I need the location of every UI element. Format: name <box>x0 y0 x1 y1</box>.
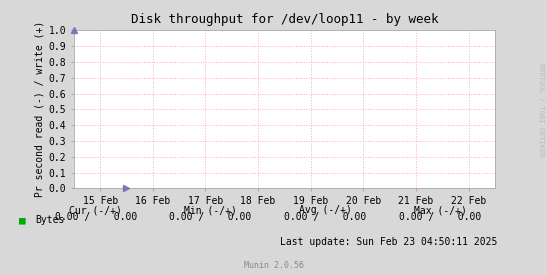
Text: Min (-/+): Min (-/+) <box>184 205 237 215</box>
Y-axis label: Pr second read (-) / write (+): Pr second read (-) / write (+) <box>34 21 44 197</box>
Text: Avg (-/+): Avg (-/+) <box>299 205 352 215</box>
Text: 0.00 /    0.00: 0.00 / 0.00 <box>170 212 252 222</box>
Text: Munin 2.0.56: Munin 2.0.56 <box>243 261 304 270</box>
Text: Bytes: Bytes <box>36 215 65 225</box>
Title: Disk throughput for /dev/loop11 - by week: Disk throughput for /dev/loop11 - by wee… <box>131 13 438 26</box>
Text: 0.00 /    0.00: 0.00 / 0.00 <box>284 212 366 222</box>
Text: 0.00 /    0.00: 0.00 / 0.00 <box>55 212 137 222</box>
Text: Last update: Sun Feb 23 04:50:11 2025: Last update: Sun Feb 23 04:50:11 2025 <box>281 237 498 247</box>
Text: Cur (-/+): Cur (-/+) <box>69 205 122 215</box>
Text: ■: ■ <box>19 215 26 225</box>
Text: RRDTOOL / TOBI OETIKER: RRDTOOL / TOBI OETIKER <box>538 63 544 157</box>
Text: Max (-/+): Max (-/+) <box>414 205 467 215</box>
Text: 0.00 /    0.00: 0.00 / 0.00 <box>399 212 481 222</box>
